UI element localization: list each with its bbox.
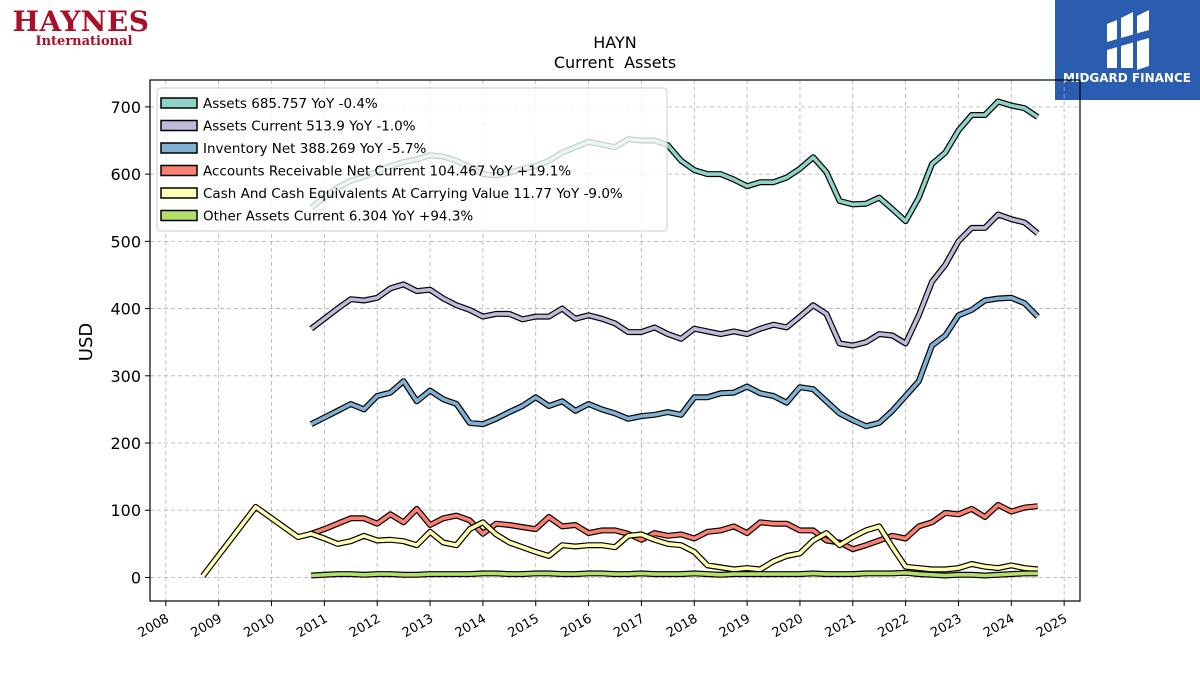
- series-5: [311, 569, 1038, 579]
- x-tick-label: 2022: [875, 611, 911, 641]
- midgard-logo-name: MIDGARD FINANCE: [1063, 71, 1191, 85]
- x-tick-label: 2023: [928, 611, 964, 641]
- haynes-international-logo: HAYNES International: [13, 5, 150, 49]
- series-line: [310, 296, 1039, 428]
- legend-box: [156, 87, 668, 232]
- legend-swatch: [160, 209, 198, 222]
- series-layer: [200, 98, 1040, 579]
- midgard-finance-logo: MIDGARD FINANCE: [1055, 0, 1200, 100]
- series-1: [309, 211, 1040, 349]
- legend-swatch: [160, 119, 198, 132]
- y-axis-label: USD: [76, 323, 97, 361]
- y-tick-label: 0: [131, 568, 141, 587]
- legend-label: Accounts Receivable Net Current 104.467 …: [203, 164, 571, 180]
- x-tick-label: 2018: [664, 611, 700, 641]
- x-tick-label: 2015: [506, 611, 542, 641]
- y-tick-label: 200: [110, 434, 141, 453]
- chart-title: HAYN: [593, 33, 636, 52]
- x-tick-label: 2012: [347, 611, 383, 641]
- series-4: [200, 503, 1038, 578]
- x-tick-label: 2014: [453, 611, 489, 641]
- plot-frame: [149, 79, 1081, 602]
- legend-label: Other Assets Current 6.304 YoY +94.3%: [203, 209, 473, 225]
- legend-swatch: [160, 187, 198, 199]
- legend: Assets 685.757 YoY -0.4% Assets Current 5…: [156, 87, 668, 232]
- series-line: [311, 571, 1038, 578]
- chart-subtitle: Current Assets: [554, 53, 676, 72]
- legend-swatch: [160, 97, 198, 109]
- y-tick-label: 100: [110, 501, 141, 520]
- x-tick-label: 2008: [136, 611, 172, 641]
- x-tick-label: 2020: [770, 611, 806, 641]
- haynes-logo-name: HAYNES: [13, 5, 150, 38]
- x-tick-label: 2021: [823, 611, 859, 641]
- legend-label: Assets 685.757 YoY -0.4%: [203, 96, 378, 112]
- x-tick-label: 2017: [611, 611, 647, 641]
- series-line: [310, 212, 1039, 348]
- series-line-outline: [309, 294, 1040, 430]
- x-tick-label: 2009: [189, 611, 225, 641]
- y-tick-label: 600: [110, 165, 141, 184]
- series-2: [309, 294, 1040, 430]
- series-line: [201, 505, 1038, 578]
- haynes-logo-sub: International: [36, 34, 133, 49]
- x-tick-label: 2010: [241, 611, 277, 641]
- legend-swatch: [160, 164, 198, 177]
- series-line: [310, 503, 1038, 551]
- y-tick-label: 300: [110, 367, 141, 386]
- series-3: [310, 501, 1039, 553]
- legend-label: Cash And Cash Equivalents At Carrying Va…: [203, 186, 623, 202]
- x-tick-label: 2016: [558, 611, 594, 641]
- x-tick-label: 2024: [981, 611, 1017, 641]
- x-tick-label: 2019: [717, 611, 753, 641]
- legend-label: Assets Current 513.9 YoY -1.0%: [203, 119, 416, 135]
- midgard-mark-icon: [1107, 10, 1149, 70]
- x-tick-label: 2013: [400, 611, 436, 641]
- x-tick-label: 2025: [1034, 611, 1070, 641]
- x-tick-label: 2011: [294, 611, 330, 641]
- y-tick-label: 400: [110, 300, 141, 319]
- y-tick-label: 500: [110, 232, 141, 251]
- legend-label: Inventory Net 388.269 YoY -5.7%: [203, 141, 426, 157]
- legend-swatch: [160, 142, 198, 154]
- y-tick-label: 700: [110, 98, 141, 117]
- series-line-outline: [309, 211, 1040, 349]
